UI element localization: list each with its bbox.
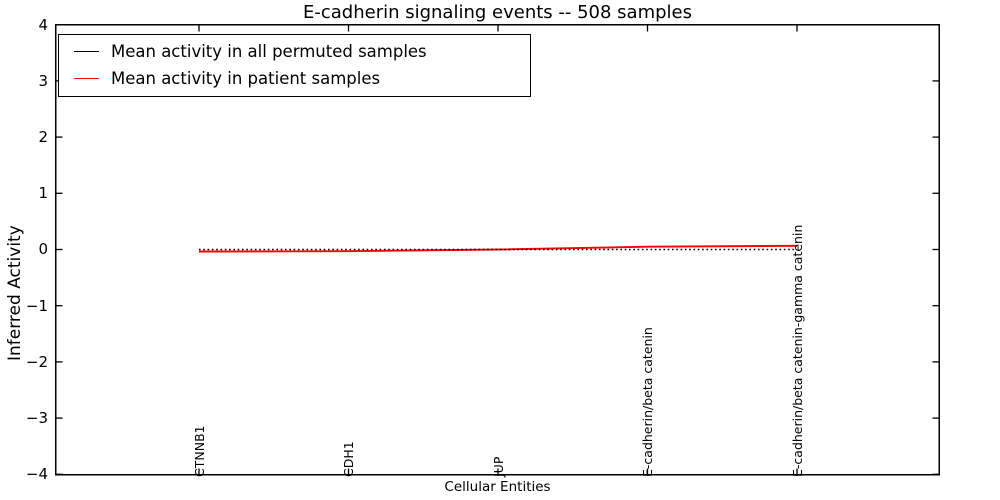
legend-entry: Mean activity in patient samples bbox=[74, 65, 530, 92]
y-tick-label: 1 bbox=[38, 184, 48, 202]
legend-line-sample bbox=[74, 78, 99, 79]
legend-entry: Mean activity in all permuted samples bbox=[74, 38, 530, 65]
y-tick-label: 2 bbox=[38, 128, 48, 146]
legend-entry-label: Mean activity in patient samples bbox=[111, 69, 381, 88]
x-tick-label: CTNNB1 bbox=[191, 425, 207, 477]
x-tick-label: JUP bbox=[490, 456, 506, 477]
y-tick-label: −4 bbox=[25, 465, 48, 483]
legend: Mean activity in all permuted samples Me… bbox=[58, 34, 531, 97]
x-tick-label: CDH1 bbox=[341, 441, 356, 477]
legend-entry-label: Mean activity in all permuted samples bbox=[111, 42, 427, 61]
x-tick-label: E-cadherin/beta catenin-gamma catenin bbox=[789, 224, 805, 477]
x-tick-label: E-cadherin/beta catenin bbox=[640, 327, 655, 477]
x-axis-label: Cellular Entities bbox=[444, 479, 551, 495]
y-tick-label: −1 bbox=[25, 297, 48, 315]
y-tick-label: −3 bbox=[25, 409, 48, 427]
legend-line-sample bbox=[74, 51, 99, 52]
y-tick-label: 4 bbox=[38, 16, 48, 34]
y-tick-label: 3 bbox=[38, 72, 48, 90]
y-tick-label: 0 bbox=[38, 240, 48, 258]
chart-title: E-cadherin signaling events -- 508 sampl… bbox=[302, 2, 692, 23]
y-tick-label: −2 bbox=[25, 353, 48, 371]
